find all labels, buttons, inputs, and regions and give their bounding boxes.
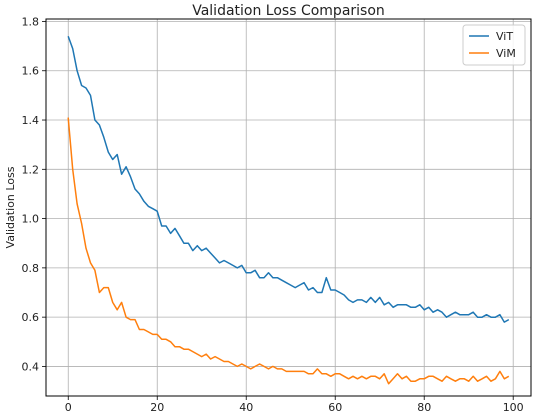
legend-label-vit: ViT	[496, 30, 513, 43]
x-tick-label: 60	[328, 401, 342, 414]
y-tick-label: 1.8	[22, 15, 40, 28]
x-tick-label: 80	[417, 401, 431, 414]
y-tick-label: 1.4	[22, 114, 40, 127]
series-layer	[67, 35, 510, 385]
plot-frame	[45, 18, 532, 397]
x-tick-label: 40	[239, 401, 253, 414]
legend-label-vim: ViM	[496, 47, 516, 60]
x-tick-label: 100	[503, 401, 524, 414]
y-tick-label: 0.8	[22, 262, 40, 275]
x-tick-label: 0	[65, 401, 72, 414]
y-axis: 0.4 0.6 0.8 1.0 1.2 1.4 1.6 1.8	[22, 15, 46, 373]
y-tick-label: 1.2	[22, 163, 40, 176]
legend-box	[462, 24, 526, 66]
chart-title: Validation Loss Comparison	[192, 3, 385, 19]
y-tick-label: 0.6	[22, 311, 40, 324]
x-axis: 0 20 40 60 80 100	[65, 396, 524, 414]
y-tick-label: 1.0	[22, 213, 40, 226]
series-line-vit	[67, 35, 510, 323]
x-tick-label: 20	[150, 401, 164, 414]
y-tick-label: 0.4	[22, 360, 40, 373]
legend: ViT ViM	[462, 24, 526, 66]
y-tick-label: 1.6	[22, 65, 40, 78]
series-line-vim	[67, 117, 510, 385]
y-axis-label: Validation Loss	[4, 166, 17, 248]
